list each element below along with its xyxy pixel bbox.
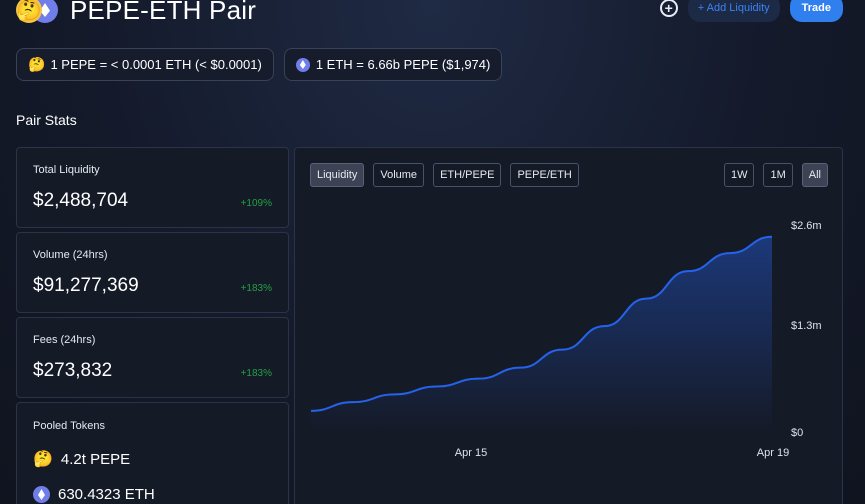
eth-icon xyxy=(33,486,50,503)
stat-label: Pooled Tokens xyxy=(33,420,105,432)
liquidity-area xyxy=(311,236,772,432)
trade-button[interactable]: Trade xyxy=(789,0,843,22)
add-liquidity-button[interactable]: + Add Liquidity xyxy=(687,0,780,22)
section-title: Pair Stats xyxy=(16,112,77,128)
pepe-emoji-icon: 🤔 xyxy=(16,0,42,23)
page-title: PEPE-ETH Pair xyxy=(70,0,257,25)
stat-value: $91,277,369 xyxy=(33,275,139,296)
range-1m[interactable]: 1M xyxy=(763,163,793,187)
pair-header: 🤔 PEPE-ETH Pair xyxy=(16,0,256,28)
pooled-token-row: 630.4323 ETH xyxy=(33,486,155,503)
liquidity-chart: $0 $1.3m $2.6m Apr 15 Apr 19 xyxy=(310,220,822,459)
rate-text: 1 PEPE = < 0.0001 ETH (< $0.0001) xyxy=(50,57,262,72)
eth-icon xyxy=(295,57,310,72)
stats-column: Total Liquidity $2,488,704 +109% Volume … xyxy=(16,147,289,504)
chart-tabs: Liquidity Volume ETH/PEPE PEPE/ETH xyxy=(310,163,579,187)
liquidity-line xyxy=(310,235,773,412)
y-tick-label: $2.6m xyxy=(791,220,822,232)
y-tick-label: $0 xyxy=(791,427,803,439)
y-tick-label: $1.3m xyxy=(791,320,822,332)
stat-label: Fees (24hrs) xyxy=(33,334,96,346)
stat-card-volume: Volume (24hrs) $91,277,369 +183% xyxy=(16,232,289,313)
exchange-rates: 🤔 1 PEPE = < 0.0001 ETH (< $0.0001) 1 ET… xyxy=(16,48,503,81)
add-circle-icon[interactable]: + xyxy=(659,0,678,17)
pepe-emoji-icon: 🤔 xyxy=(28,56,46,72)
pooled-tokens-card: Pooled Tokens 🤔 4.2t PEPE 630.4323 ETH xyxy=(16,402,289,504)
stat-card-fees: Fees (24hrs) $273,832 +183% xyxy=(16,317,289,398)
pair-token-icons: 🤔 xyxy=(16,0,60,25)
tab-volume[interactable]: Volume xyxy=(373,163,425,187)
stat-change: +109% xyxy=(240,198,272,209)
pooled-token-row: 🤔 4.2t PEPE xyxy=(33,449,130,469)
rate-text: 1 ETH = 6.66b PEPE ($1,974) xyxy=(315,57,491,72)
top-actions: + + Add Liquidity Trade xyxy=(659,0,843,22)
rate-pepe-eth[interactable]: 🤔 1 PEPE = < 0.0001 ETH (< $0.0001) xyxy=(16,48,274,81)
range-1w[interactable]: 1W xyxy=(723,163,755,187)
stat-label: Total Liquidity xyxy=(33,164,100,176)
stat-card-total-liquidity: Total Liquidity $2,488,704 +109% xyxy=(16,147,289,228)
range-all[interactable]: All xyxy=(801,163,828,187)
pepe-emoji-icon: 🤔 xyxy=(33,451,53,468)
chart-card: $0 $1.3m $2.6m Apr 15 Apr 19 Liquidity Volume… xyxy=(294,147,843,504)
stat-change: +183% xyxy=(240,283,272,294)
x-tick-label: Apr 19 xyxy=(757,447,789,459)
tab-eth-pepe[interactable]: ETH/PEPE xyxy=(433,163,502,187)
pooled-token-amount: 630.4323 ETH xyxy=(58,486,155,503)
stat-change: +183% xyxy=(240,368,272,379)
stat-value: $273,832 xyxy=(33,360,113,381)
chart-ranges: 1W 1M All xyxy=(723,163,828,187)
rate-eth-pepe[interactable]: 1 ETH = 6.66b PEPE ($1,974) xyxy=(283,48,503,81)
pooled-token-amount: 4.2t PEPE xyxy=(60,450,131,468)
x-tick-label: Apr 15 xyxy=(455,447,487,459)
tab-liquidity[interactable]: Liquidity xyxy=(310,163,365,187)
tab-pepe-eth[interactable]: PEPE/ETH xyxy=(510,163,579,187)
stat-value: $2,488,704 xyxy=(33,190,129,211)
stat-label: Volume (24hrs) xyxy=(33,249,108,261)
